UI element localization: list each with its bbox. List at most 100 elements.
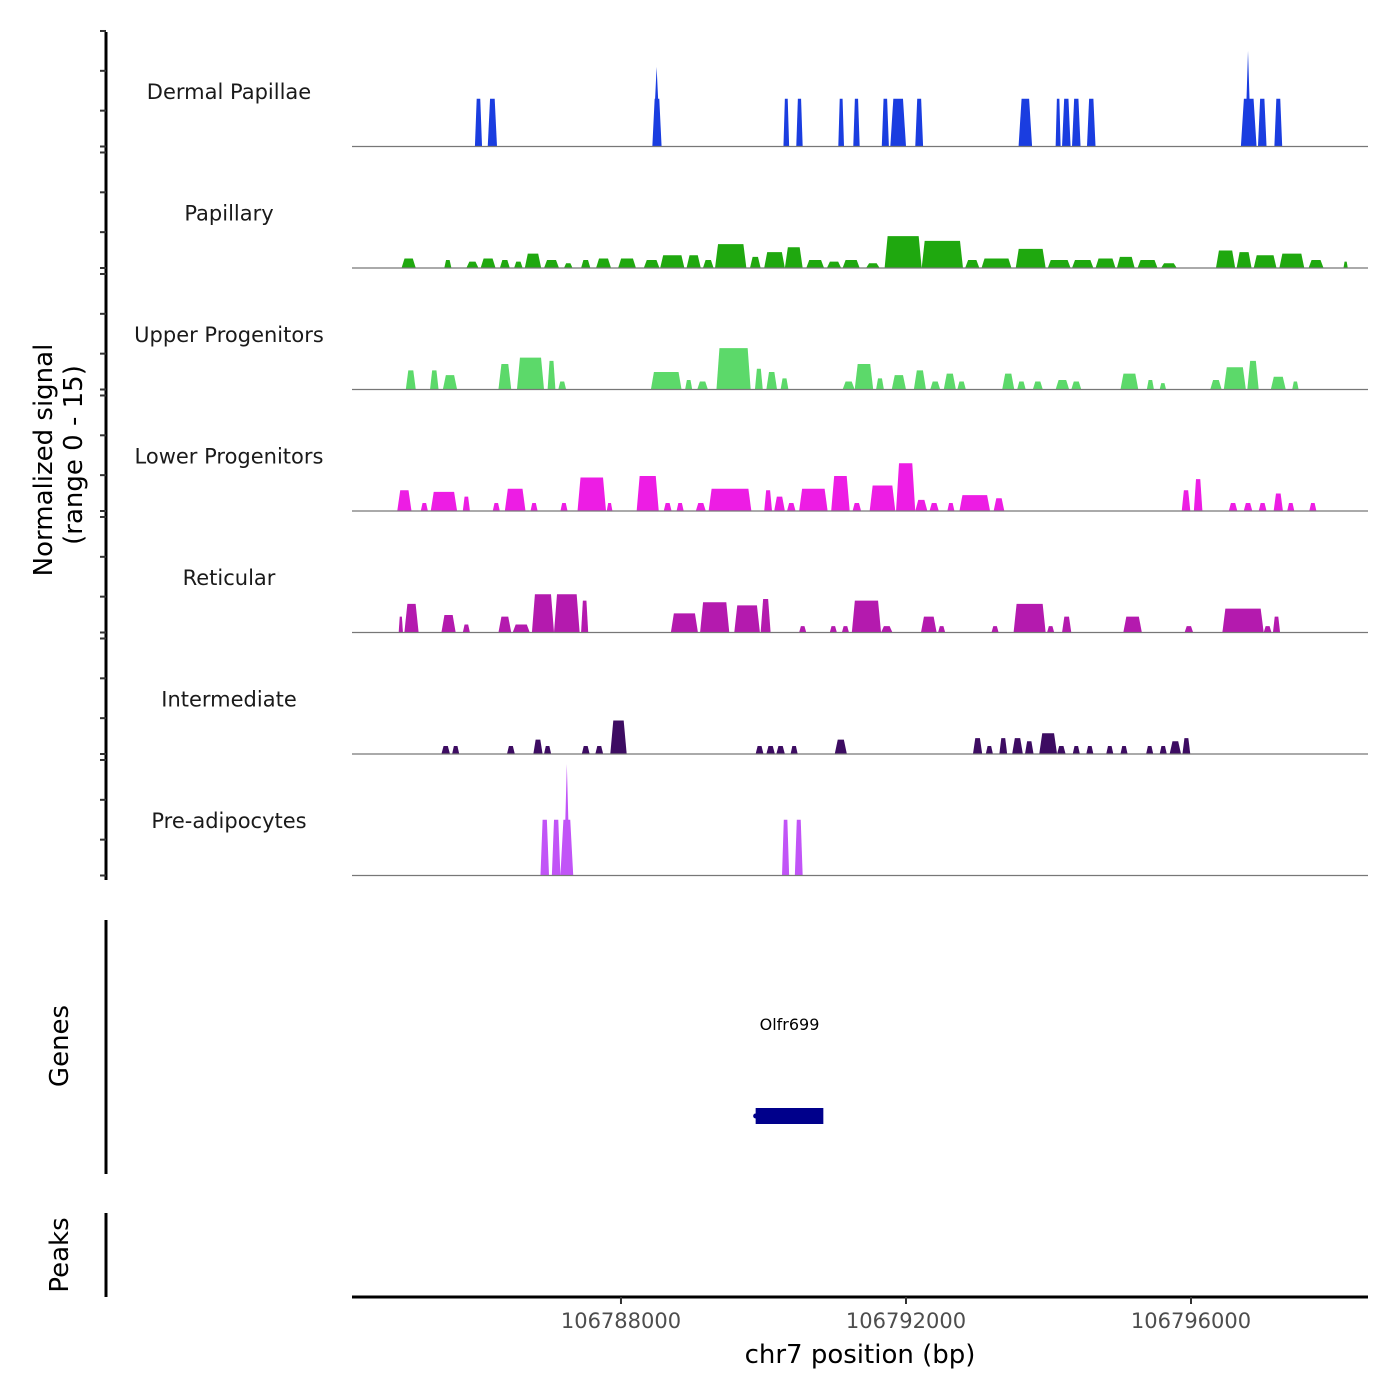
- signal-peak: [1247, 360, 1259, 390]
- signal-peak: [959, 495, 991, 511]
- signal-peak: [558, 381, 567, 390]
- signal-peak: [920, 616, 937, 633]
- track-reticular: [352, 594, 1368, 634]
- signal-peak: [1279, 253, 1305, 268]
- signal-peak: [397, 490, 412, 511]
- signal-peak: [1116, 256, 1135, 268]
- signal-peak: [734, 605, 760, 633]
- signal-peak: [1181, 490, 1191, 511]
- signal-peak: [700, 602, 730, 633]
- gene-label: Olfr699: [760, 1015, 820, 1034]
- signal-peak: [1039, 733, 1058, 754]
- signal-peak: [841, 626, 849, 633]
- signal-peak: [474, 98, 483, 147]
- signal-peak: [1047, 260, 1071, 268]
- x-tick-label: 106792000: [846, 1309, 966, 1333]
- signal-peak: [1072, 98, 1081, 147]
- signal-peak: [1002, 373, 1015, 390]
- signal-peak: [896, 463, 916, 511]
- signal-peak: [1161, 263, 1177, 268]
- signal-peak: [1024, 741, 1034, 754]
- signal-peak: [643, 260, 660, 268]
- signal-peak: [1159, 383, 1167, 390]
- signal-peak: [697, 381, 708, 390]
- signal-peak: [504, 488, 526, 511]
- signal-peak: [915, 98, 924, 147]
- signal-peak: [581, 260, 591, 268]
- signal-peak: [760, 599, 771, 633]
- signal-peak: [498, 364, 512, 390]
- signal-peak: [595, 746, 604, 754]
- signal-peak: [702, 260, 714, 268]
- signal-peak: [1253, 255, 1277, 268]
- gene-strand-marker: [753, 1113, 759, 1119]
- signal-peak: [1123, 616, 1142, 633]
- signal-peak: [686, 255, 701, 268]
- signal-peak: [869, 485, 896, 511]
- track-label: Lower Progenitors: [135, 445, 324, 469]
- signal-peak: [943, 373, 956, 390]
- signal-peak: [462, 624, 470, 633]
- signal-peak: [826, 261, 842, 268]
- signal-peak: [1146, 746, 1154, 754]
- signal-peak: [852, 503, 862, 511]
- signal-peak: [796, 98, 803, 147]
- signal-peak: [890, 98, 906, 147]
- signal-peak: [881, 98, 889, 147]
- signal-peak: [1184, 626, 1194, 633]
- signal-peak: [972, 738, 983, 754]
- signal-peak: [938, 626, 946, 633]
- gene-body: [755, 1108, 824, 1124]
- signal-peak: [1193, 479, 1203, 511]
- signal-peak: [1015, 248, 1046, 268]
- signal-peak: [915, 499, 928, 511]
- signal-peak: [708, 488, 752, 511]
- signal-peak: [685, 379, 693, 390]
- track-papillary: [352, 236, 1368, 269]
- y-axis-title-line-1: Normalized signal: [29, 344, 59, 577]
- signal-peak: [547, 360, 556, 390]
- signal-peak: [1018, 98, 1033, 147]
- signal-peak: [1236, 252, 1252, 268]
- signal-peak: [1057, 746, 1066, 754]
- signal-peak: [1308, 260, 1324, 268]
- x-tick-label: 106788000: [561, 1309, 681, 1333]
- signal-peak: [544, 746, 552, 754]
- signal-peak: [652, 66, 662, 147]
- signal-peak: [929, 503, 939, 511]
- signal-peak: [577, 477, 607, 511]
- signal-peak: [1287, 503, 1295, 511]
- signal-peak: [716, 348, 751, 390]
- signal-peak: [551, 819, 561, 876]
- signal-peak: [1017, 381, 1026, 390]
- signal-peak: [398, 616, 403, 633]
- signal-peak: [784, 247, 803, 268]
- signal-peak: [676, 503, 684, 511]
- signal-peak: [480, 258, 496, 268]
- x-axis-title: chr7 position (bp): [745, 1340, 976, 1370]
- signal-peak: [442, 375, 458, 390]
- signal-peak: [516, 357, 545, 390]
- y-axis-title: Normalized signal (range 0 - 15): [29, 344, 89, 577]
- signal-peak: [430, 491, 458, 511]
- signal-peak: [1086, 98, 1096, 147]
- signal-peak: [854, 364, 874, 390]
- track-pre-adipocytes: [352, 763, 1368, 877]
- signal-peak: [715, 244, 747, 268]
- signal-peak: [776, 746, 785, 754]
- signal-peak: [506, 746, 515, 754]
- signal-peak: [999, 738, 1008, 754]
- signal-peak: [663, 503, 672, 511]
- signal-peak: [957, 381, 966, 390]
- signal-peak: [1309, 503, 1317, 511]
- signal-peak: [1055, 98, 1061, 147]
- signal-peak: [650, 371, 682, 390]
- signal-peak: [610, 720, 627, 754]
- signal-peak: [1258, 503, 1267, 511]
- signal-peak: [1215, 250, 1236, 268]
- signal-peak: [1257, 98, 1267, 147]
- signal-peak: [499, 260, 510, 268]
- signal-peak: [636, 475, 659, 511]
- signal-peak: [790, 746, 798, 754]
- signal-peak: [985, 746, 993, 754]
